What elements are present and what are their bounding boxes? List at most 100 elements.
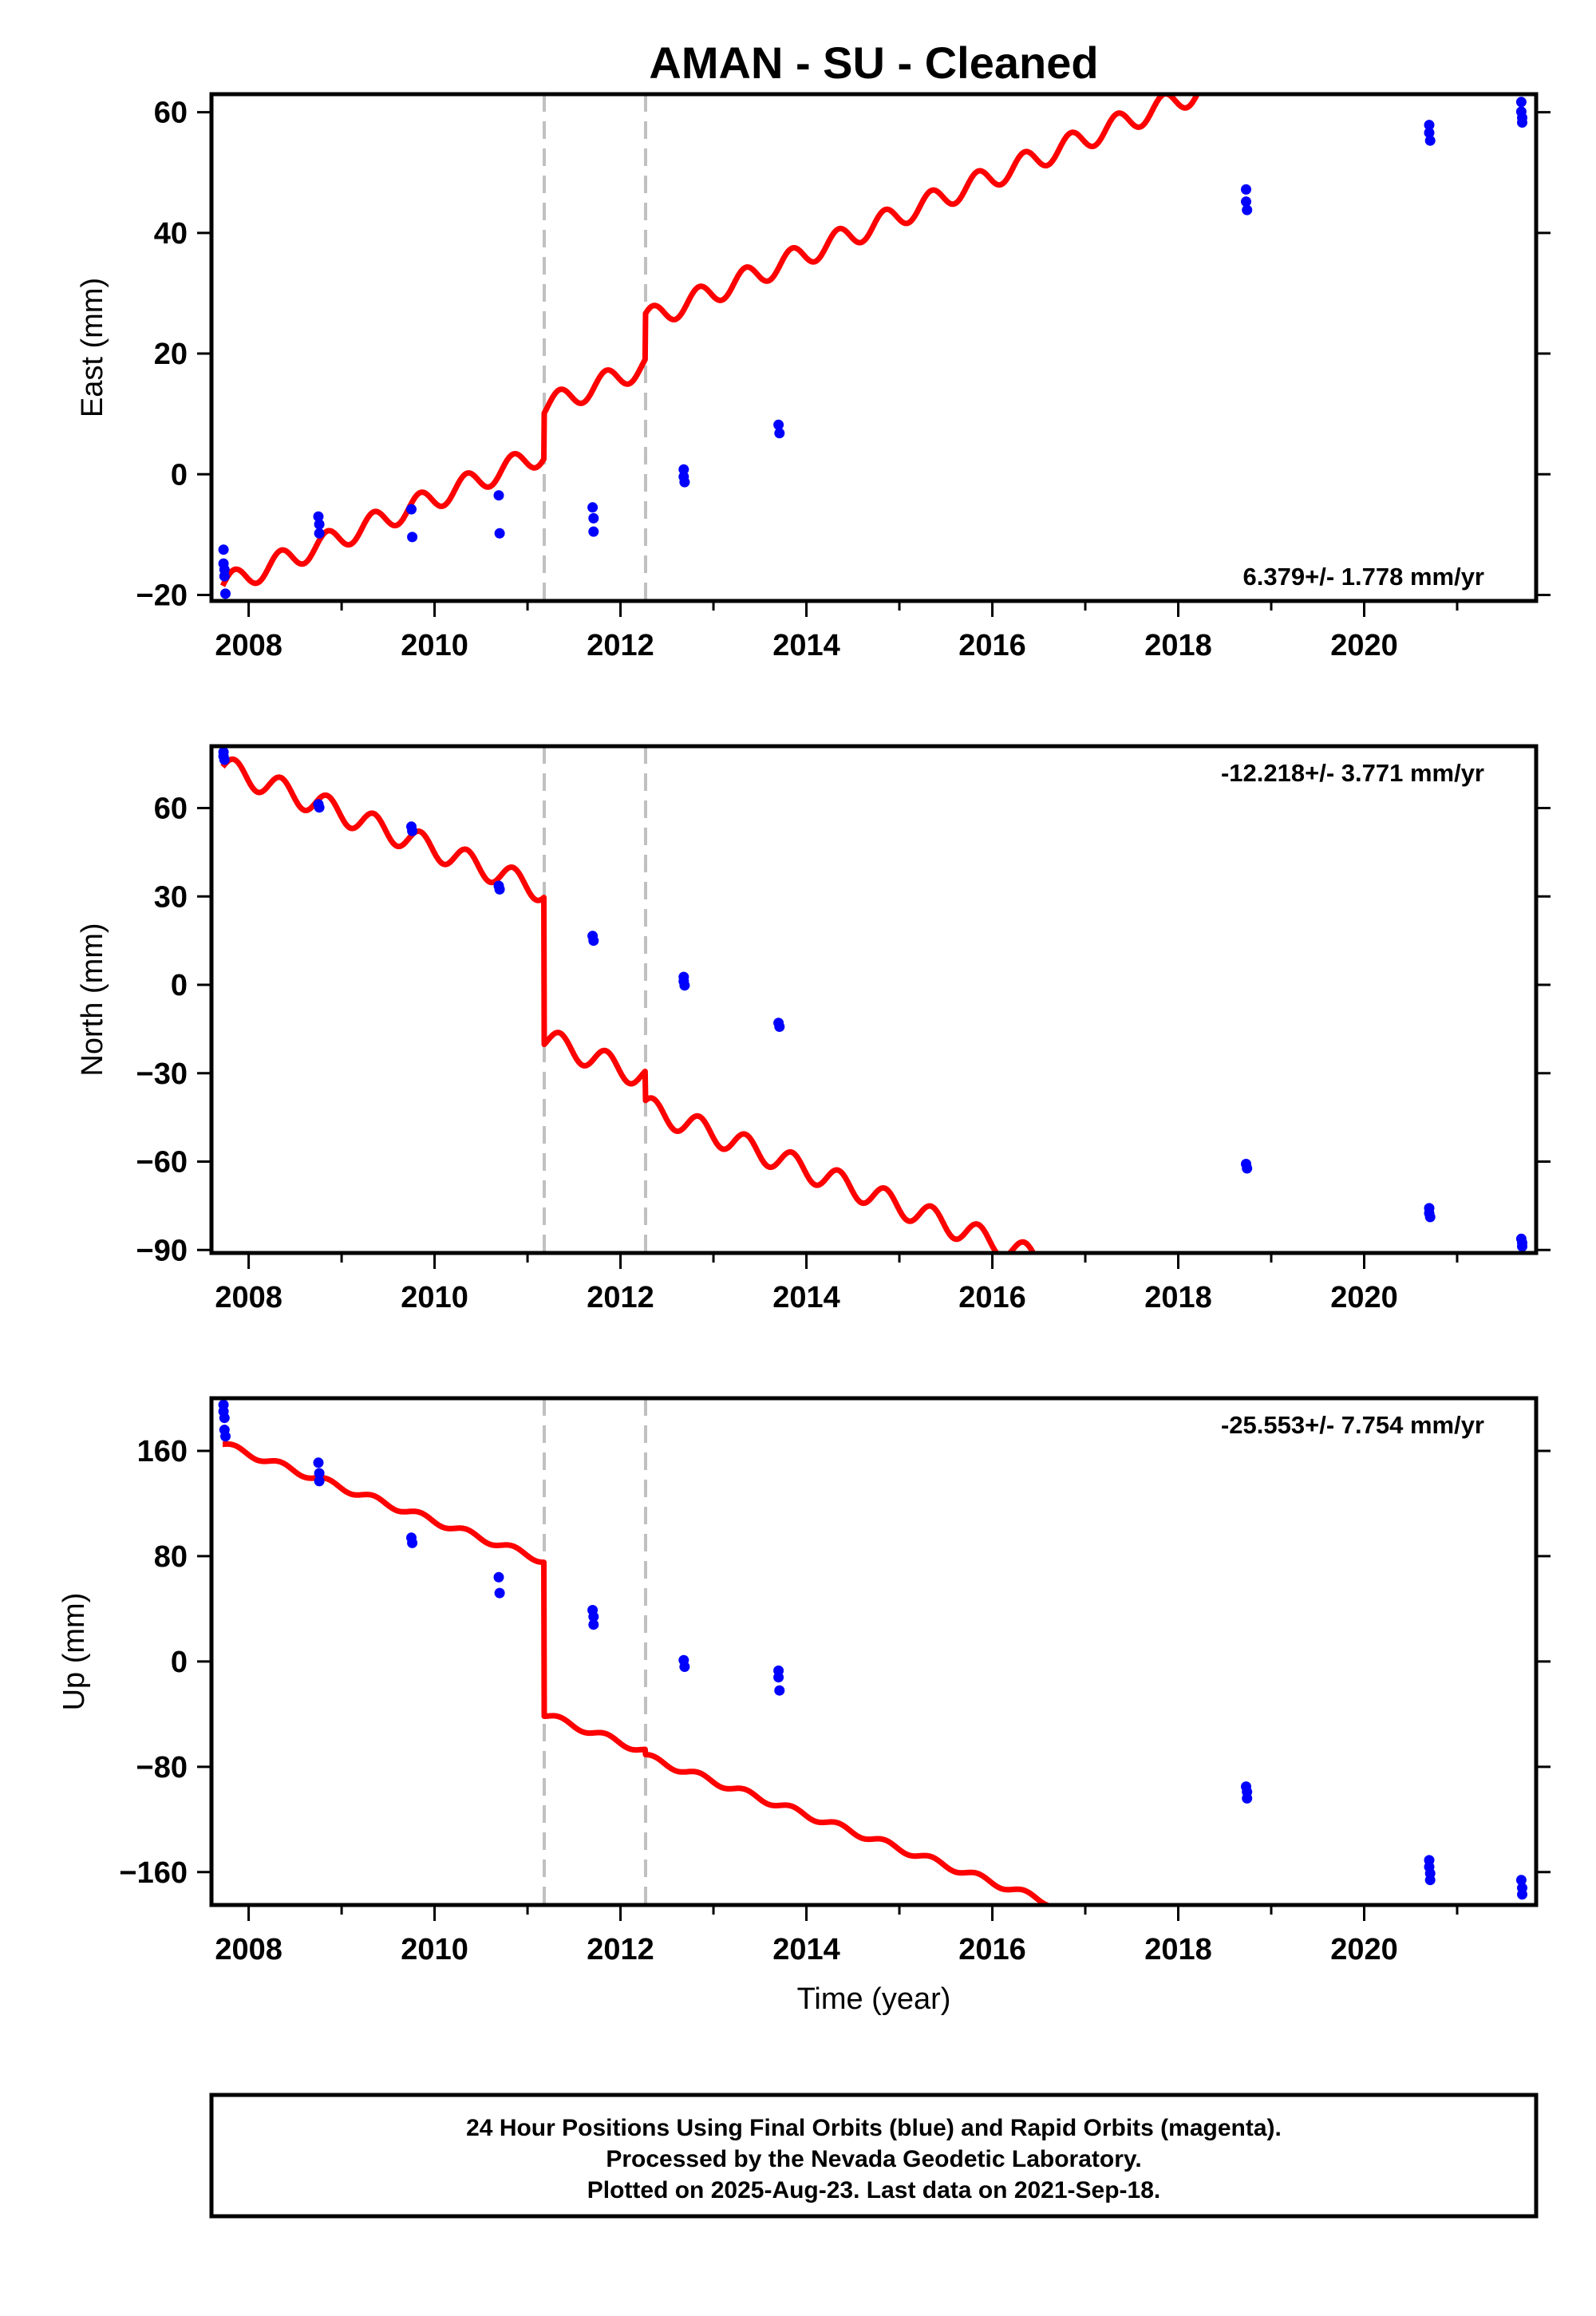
data-point: [494, 1587, 505, 1599]
data-point: [587, 502, 598, 513]
rate-label: -25.553+/- 7.754 mm/yr: [1221, 1411, 1484, 1439]
panel-east: 2008 2010 2012 2014 2016 2018 2020 −20 0 20 40 60 Ea…: [76, 92, 1551, 662]
data-point: [314, 802, 325, 813]
footer-line-2: Processed by the Nevada Geodetic Laborat…: [606, 2146, 1141, 2172]
data-point: [1517, 1889, 1527, 1900]
data-point: [1242, 1163, 1253, 1174]
data-point: [1515, 97, 1527, 108]
x-tick-label: 2014: [772, 1933, 840, 1966]
data-point: [1241, 196, 1251, 207]
y-tick-label: 160: [137, 1435, 188, 1468]
data-point: [1517, 117, 1527, 128]
data-point: [1517, 1241, 1527, 1252]
data-point: [219, 571, 230, 582]
y-tick-label: −60: [136, 1146, 188, 1180]
x-tick-label: 2008: [215, 629, 282, 662]
y-axis-label: East (mm): [76, 278, 109, 417]
x-tick-label: 2016: [958, 629, 1026, 662]
data-point: [1242, 204, 1253, 215]
data-point: [588, 1611, 599, 1622]
data-point: [219, 754, 230, 765]
x-tick-label: 2012: [587, 1281, 654, 1314]
footer-line-3: Plotted on 2025-Aug-23. Last data on 202…: [587, 2177, 1161, 2203]
data-point: [314, 528, 325, 539]
data-point: [314, 519, 325, 530]
data-point: [774, 428, 785, 439]
data-point: [679, 476, 690, 488]
y-tick-label: −80: [136, 1751, 188, 1784]
data-point: [493, 1571, 504, 1583]
data-point: [219, 1413, 230, 1424]
footer-box: 24 Hour Positions Using Final Orbits (bl…: [209, 2093, 1539, 2219]
data-point: [1424, 135, 1436, 146]
plot-frame: [209, 1396, 1539, 1907]
data-point: [588, 526, 599, 537]
data-point: [774, 1022, 785, 1032]
data-point: [494, 883, 505, 895]
data-point: [218, 544, 229, 555]
data-point: [1424, 1875, 1436, 1886]
data-point: [313, 511, 324, 522]
data-point: [406, 504, 417, 515]
x-tick-label: 2014: [772, 1281, 840, 1314]
rate-label: -12.218+/- 3.771 mm/yr: [1221, 759, 1484, 787]
data-point: [407, 825, 418, 836]
data-point: [588, 512, 599, 524]
x-tick-label: 2018: [1144, 1281, 1212, 1314]
footer-frame: [209, 2093, 1539, 2219]
y-tick-label: −160: [119, 1856, 188, 1890]
data-point: [407, 532, 418, 543]
data-point: [1424, 120, 1435, 131]
y-tick-label: −90: [136, 1234, 188, 1267]
data-point: [493, 490, 504, 501]
panels: 2008 2010 2012 2014 2016 2018 2020 −20 0 20 40 60 Ea…: [57, 92, 1551, 1966]
y-tick-label: 0: [171, 969, 188, 1002]
plot-frame: [209, 744, 1539, 1255]
x-tick-label: 2010: [401, 1281, 468, 1314]
data-point: [220, 1431, 231, 1442]
x-tick-label: 2020: [1330, 1933, 1398, 1966]
data-point: [1242, 1792, 1253, 1804]
y-tick-label: 60: [154, 97, 188, 130]
y-tick-label: 60: [154, 792, 188, 826]
data-point: [588, 1619, 599, 1630]
y-tick-label: 0: [171, 1646, 188, 1679]
plot-frame: [209, 92, 1539, 603]
x-tick-label: 2008: [215, 1281, 282, 1314]
data-point: [773, 419, 784, 430]
data-point: [1515, 1875, 1527, 1886]
model-curve: [220, 1441, 1073, 1905]
y-tick-label: 80: [154, 1540, 188, 1574]
data-point: [1424, 1211, 1436, 1223]
y-tick-label: −30: [136, 1057, 188, 1091]
data-point: [679, 1662, 690, 1672]
y-tick-label: 40: [154, 217, 188, 251]
x-axis-label: Time (year): [797, 1982, 951, 2016]
data-point: [678, 464, 689, 475]
y-axis-label: Up (mm): [57, 1593, 91, 1711]
data-point: [220, 588, 231, 599]
x-tick-label: 2020: [1330, 1281, 1398, 1314]
data-point: [407, 1537, 418, 1548]
data-point: [774, 1685, 785, 1696]
x-tick-label: 2020: [1330, 629, 1398, 662]
y-tick-label: 20: [154, 338, 188, 371]
rate-label: 6.379+/- 1.778 mm/yr: [1243, 563, 1484, 591]
data-point: [314, 1476, 325, 1487]
figure-title: AMAN - SU - Cleaned: [649, 38, 1098, 88]
x-tick-label: 2018: [1144, 629, 1212, 662]
x-tick-label: 2010: [401, 629, 468, 662]
x-tick-label: 2012: [587, 1933, 654, 1966]
panel-north: 2008 2010 2012 2014 2016 2018 2020 −90 −60 −30 0 30…: [76, 744, 1551, 1314]
data-point: [679, 980, 690, 991]
y-tick-label: 30: [154, 880, 188, 914]
y-axis-label: North (mm): [76, 923, 109, 1076]
x-tick-label: 2008: [215, 1933, 282, 1966]
x-tick-label: 2010: [401, 1933, 468, 1966]
data-point: [494, 528, 505, 539]
y-tick-label: 0: [171, 458, 188, 492]
data-point: [588, 935, 599, 947]
data-point: [1241, 184, 1251, 195]
x-tick-label: 2016: [958, 1281, 1026, 1314]
